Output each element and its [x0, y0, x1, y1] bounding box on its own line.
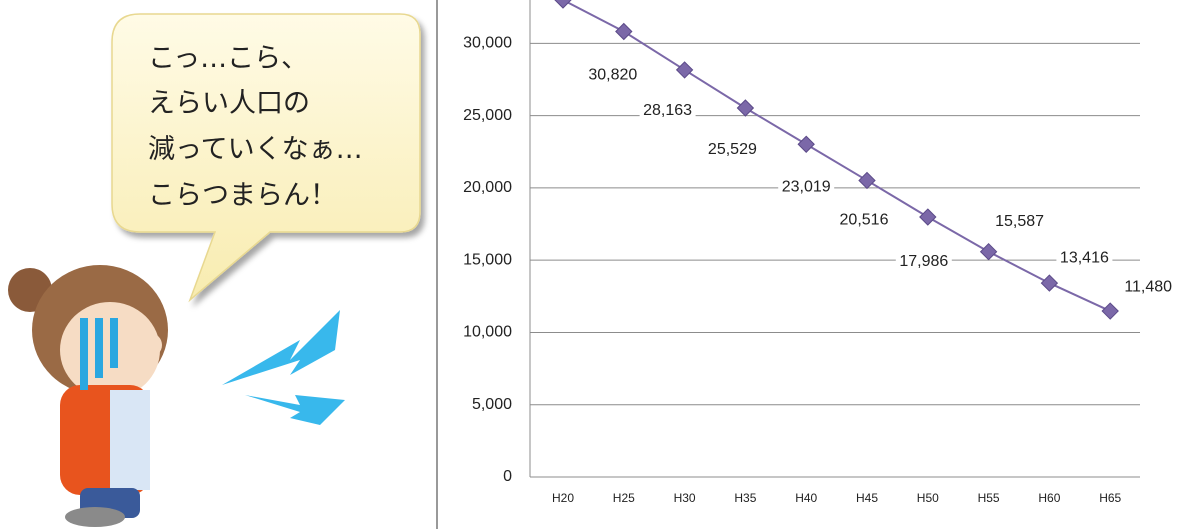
x-tick-label: H55: [978, 491, 1000, 505]
y-tick-label: 20,000: [463, 179, 512, 196]
label-bg: [704, 139, 761, 160]
series-line: [562, 0, 1111, 312]
data-label: 17,986: [899, 253, 948, 270]
data-point: [919, 208, 937, 226]
x-tick-label: H65: [1099, 491, 1121, 505]
bubble-line: こらつまらん！: [148, 180, 337, 211]
data-point: [858, 171, 876, 190]
character: [8, 265, 168, 527]
data-label: 15,587: [995, 213, 1044, 230]
data-label: 13,416: [1060, 249, 1109, 266]
data-label: 28,163: [643, 102, 692, 119]
data-point: [979, 242, 998, 261]
label-bg: [584, 65, 641, 86]
x-tick-label: H20: [552, 491, 574, 505]
x-tick-label: H25: [613, 491, 635, 505]
label-bg: [991, 211, 1048, 232]
y-tick-label: 10,000: [463, 324, 512, 341]
bubble-line: えらい人口の: [148, 88, 310, 119]
y-tick-label: 25,000: [463, 107, 512, 124]
data-label: 30,820: [588, 67, 637, 84]
speech-bubble: [111, 13, 421, 303]
x-tick-label: H30: [674, 491, 696, 505]
x-tick-label: H35: [734, 491, 756, 505]
y-tick-label: 5,000: [472, 396, 512, 413]
data-point: [736, 99, 755, 117]
data-point: [615, 22, 633, 41]
x-tick-label: H50: [917, 491, 939, 505]
data-label: 23,019: [782, 178, 831, 195]
data-label: 11,480: [1124, 278, 1172, 295]
data-point: [554, 0, 572, 9]
data-label: 20,516: [840, 212, 889, 229]
label-bg: [639, 100, 696, 121]
data-point: [675, 61, 694, 79]
x-tick-label: H60: [1038, 491, 1060, 505]
label-bg: [836, 210, 892, 231]
chart: 0 5,000 10,000 15,000 20,000 25,000 30,000 H20 H…: [463, 0, 1177, 505]
label-bg: [1056, 248, 1113, 269]
y-tick-label: 30,000: [463, 35, 512, 52]
data-point: [1101, 302, 1119, 320]
x-tick-label: H40: [795, 491, 817, 505]
y-tick-label: 15,000: [463, 251, 512, 268]
data-point: [1040, 274, 1059, 292]
y-tick-label: 0: [503, 468, 512, 485]
bubble-line: 減っていくなぁ…: [148, 134, 363, 165]
label-bg: [1120, 277, 1177, 298]
bubble-line: こっ…こら、: [148, 43, 308, 74]
x-tick-label: H45: [856, 491, 878, 505]
label-bg: [778, 177, 835, 198]
label-bg: [895, 252, 952, 273]
data-point: [797, 135, 815, 153]
data-label: 25,529: [708, 141, 757, 158]
shock-lines: [222, 310, 345, 425]
